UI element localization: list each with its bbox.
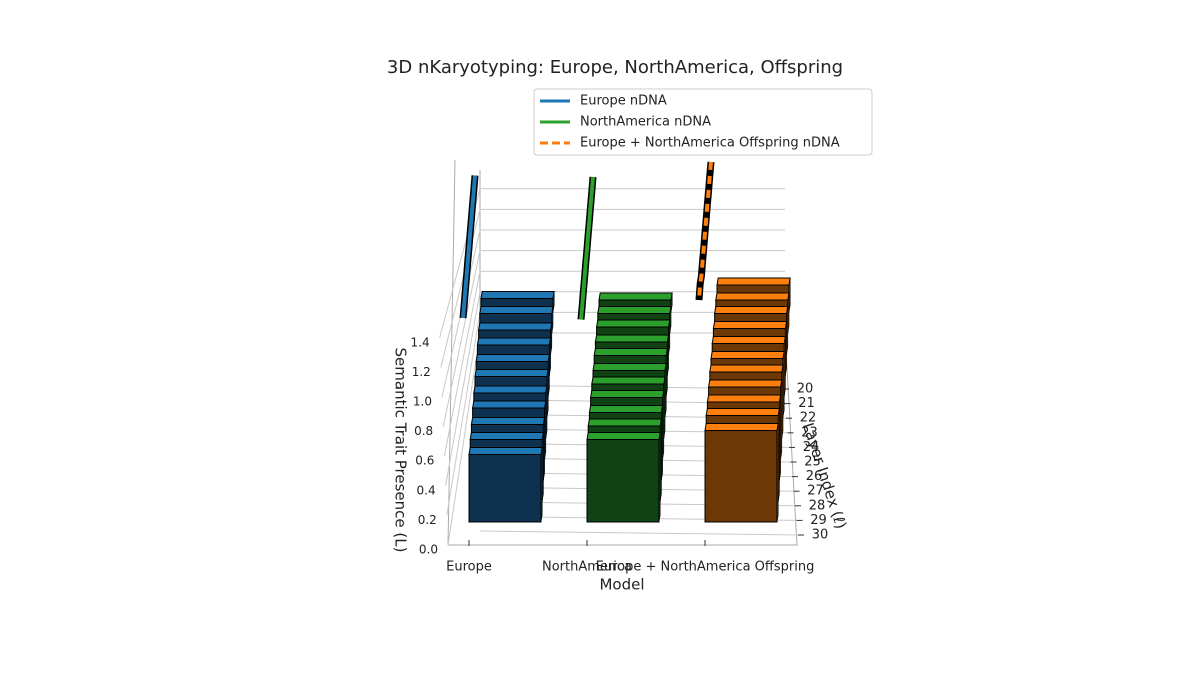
- bar-top: [706, 394, 782, 403]
- legend-label: NorthAmerica nDNA: [580, 115, 711, 130]
- z-tick-label: 0.6: [415, 454, 434, 468]
- bar-top: [472, 400, 547, 409]
- bar-top: [598, 292, 673, 301]
- z-tick-label: 0.2: [418, 513, 437, 527]
- bar-top: [478, 322, 553, 331]
- x-tick-label: Europe + NorthAmerica Offspring: [596, 560, 815, 575]
- bar-top: [476, 337, 552, 346]
- bar-top: [712, 321, 788, 329]
- z-axis-label: Semantic Trait Presence (L): [392, 348, 410, 553]
- x-tick-label: NorthAmerica: [542, 560, 632, 575]
- legend-label: Europe nDNA: [580, 94, 667, 109]
- bar-top: [594, 334, 670, 343]
- bar-top: [470, 417, 546, 425]
- bar-top: [468, 447, 543, 455]
- y-tick-label: 25: [804, 455, 821, 470]
- z-tick-label: 1.0: [413, 395, 432, 409]
- z-pane-edge: [447, 159, 456, 546]
- legend-label: Europe + NorthAmerica Offspring nDNA: [580, 136, 840, 151]
- bar-top: [479, 306, 554, 314]
- y-tick-label: 27: [807, 484, 824, 499]
- y-tick-label: 24: [803, 440, 820, 455]
- bar-top: [469, 432, 544, 440]
- bar-top: [591, 376, 666, 385]
- chart-title: 3D nKaryotyping: Europe, NorthAmerica, O…: [387, 57, 843, 78]
- y-tick-label: 26: [806, 469, 823, 484]
- bar-side: [658, 432, 661, 523]
- bar-top: [480, 291, 555, 299]
- z-tick-label: 1.4: [411, 335, 430, 349]
- bar-top: [588, 405, 664, 413]
- x-tick-label: Europe: [446, 560, 492, 575]
- grid-line: [440, 209, 481, 368]
- line: [579, 176, 595, 320]
- z-tick-label: 0.4: [417, 483, 436, 497]
- z-tick-label: 0.8: [414, 424, 433, 438]
- bar-top: [705, 408, 780, 416]
- line: [461, 175, 477, 319]
- bar-top: [708, 379, 783, 388]
- y-tick-label: 20: [797, 382, 814, 397]
- bar-top: [704, 423, 779, 431]
- bar-top: [592, 363, 667, 371]
- bar-top: [596, 319, 671, 328]
- y-tick-label: 21: [798, 396, 815, 411]
- bar-top: [710, 351, 785, 359]
- bar-side: [776, 423, 779, 523]
- bar-top: [587, 418, 662, 427]
- grid-line: [479, 530, 799, 536]
- bar-top: [714, 306, 789, 314]
- bar-top: [716, 277, 791, 286]
- y-tick-label: 22: [800, 411, 817, 426]
- grid-line: [442, 250, 481, 427]
- bar-top: [586, 432, 661, 440]
- grid-line: [445, 291, 481, 486]
- bar-top: [473, 385, 548, 394]
- z-tick-label: 0.0: [419, 543, 438, 557]
- y-tick-label: 29: [810, 513, 827, 528]
- x-axis-label: Model: [599, 576, 644, 594]
- bar-side: [540, 447, 543, 523]
- bar-top: [711, 336, 786, 344]
- bar-top: [593, 348, 668, 356]
- y-tick-label: 28: [809, 498, 826, 513]
- bar-top: [709, 364, 784, 373]
- line-dash: [697, 161, 713, 301]
- y-tick-label: 30: [812, 528, 829, 543]
- z-tick-label: 1.2: [412, 365, 431, 379]
- bar-top: [597, 306, 672, 314]
- legend-box: [533, 88, 873, 156]
- bar-top: [474, 369, 549, 377]
- grid-line: [447, 332, 481, 546]
- bar-front: [468, 454, 542, 523]
- bar-top: [590, 390, 665, 398]
- grid-line: [443, 271, 481, 457]
- bar-top: [475, 354, 550, 362]
- y-tick-label: 23: [801, 425, 818, 440]
- bar-front: [586, 439, 660, 523]
- bar-front: [704, 430, 778, 523]
- grid-line: [446, 312, 481, 516]
- bar-top: [715, 292, 790, 301]
